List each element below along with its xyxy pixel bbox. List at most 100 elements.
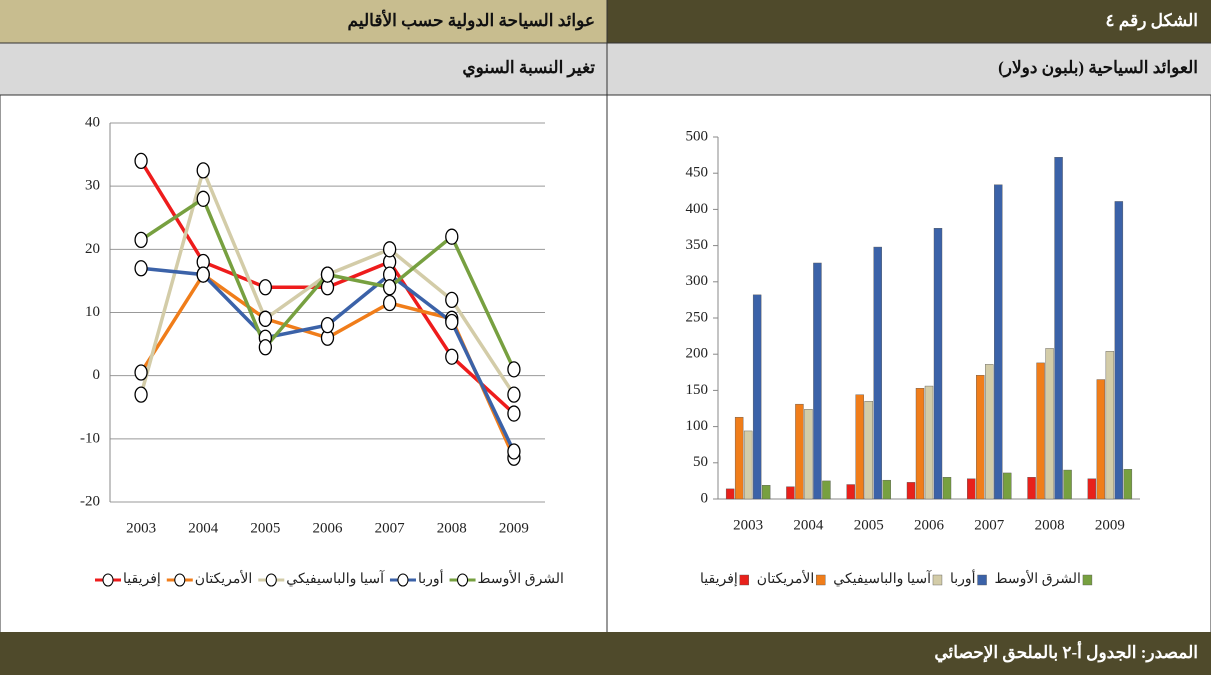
bar	[915, 388, 925, 500]
bar	[873, 246, 882, 500]
bar	[924, 385, 934, 500]
x-tick-label: 2006	[914, 517, 945, 533]
bar	[1054, 157, 1063, 500]
bar	[734, 416, 744, 500]
x-tick-label: 2007	[974, 517, 1005, 533]
bar	[942, 477, 952, 500]
y-tick-label: 300	[686, 273, 709, 289]
marker	[134, 364, 148, 381]
marker	[134, 386, 148, 403]
bar	[804, 409, 813, 500]
legend-label: آسيا والباسيفيكي	[833, 569, 932, 587]
marker	[507, 405, 521, 422]
legend-marker	[174, 573, 186, 587]
bar	[864, 401, 873, 500]
bar	[985, 364, 994, 500]
bar	[813, 262, 822, 500]
y-tick-label: 500	[686, 128, 709, 144]
legend-label: إفريقيا	[123, 572, 161, 587]
header-cell	[607, 0, 1211, 43]
bar	[1045, 348, 1054, 500]
legend-label: الأمريكتان	[195, 569, 253, 587]
y-tick-label: 450	[686, 165, 709, 181]
chart-title: العوائد السياحية (بلبون دولار)	[998, 58, 1198, 78]
x-tick-label: 2007	[375, 520, 406, 536]
y-tick-label: -10	[80, 430, 100, 446]
x-tick-label: 2006	[313, 520, 344, 536]
legend-swatch	[932, 574, 943, 586]
legend-label: إفريقيا	[700, 572, 738, 587]
x-tick-label: 2005	[250, 520, 280, 536]
y-tick-label: 50	[693, 454, 708, 470]
bar	[795, 403, 804, 500]
legend-swatch	[1082, 574, 1093, 586]
marker	[382, 241, 397, 258]
legend-swatch	[739, 574, 749, 586]
x-tick-label: 2004	[188, 520, 219, 536]
x-tick-label: 2004	[793, 517, 824, 533]
y-tick-label: 350	[686, 237, 709, 253]
y-tick-label: 400	[686, 201, 709, 217]
legend-label: الشرق الأوسط	[995, 569, 1081, 587]
marker	[196, 162, 210, 179]
bar	[743, 430, 753, 500]
footer	[0, 632, 1211, 675]
marker	[445, 291, 459, 309]
marker	[258, 279, 273, 296]
bar	[976, 374, 985, 500]
x-tick-label: 2009	[1095, 517, 1125, 533]
marker	[134, 231, 148, 249]
marker	[134, 260, 148, 277]
legend-label: آسيا والباسيفيكي	[286, 569, 385, 587]
header-cell	[0, 0, 607, 43]
bar	[1123, 469, 1133, 500]
bar	[846, 484, 855, 500]
marker	[196, 190, 210, 207]
bar	[1087, 478, 1097, 500]
source: المصدر: الجدول أ-٢ بالملحق الإحصائي	[934, 640, 1198, 663]
bar	[882, 479, 891, 500]
figure-number: الشكل رقم ٤	[1105, 11, 1198, 31]
marker	[507, 361, 521, 378]
marker	[382, 279, 397, 296]
marker	[445, 313, 459, 331]
marker	[507, 443, 521, 460]
legend-marker	[457, 573, 469, 587]
marker	[382, 294, 397, 312]
x-tick-label: 2003	[126, 520, 156, 536]
legend-label: الأمريكتان	[757, 569, 815, 587]
y-tick-label: 10	[85, 304, 100, 320]
bar	[752, 294, 762, 500]
legend-marker	[397, 573, 409, 587]
legend-label: أوربا	[950, 568, 976, 587]
marker	[507, 386, 521, 403]
legend-label: الشرق الأوسط	[478, 569, 564, 587]
bar	[994, 184, 1003, 500]
marker	[258, 339, 273, 356]
marker	[320, 316, 335, 334]
y-tick-label: 0	[93, 367, 101, 383]
y-tick-label: 100	[686, 418, 709, 434]
legend-marker	[102, 573, 114, 587]
bar	[855, 394, 864, 500]
x-tick-label: 2005	[854, 517, 884, 533]
x-tick-label: 2009	[499, 520, 529, 536]
bar	[1036, 362, 1045, 500]
legend-label: أوربا	[418, 568, 444, 587]
y-tick-label: 250	[686, 309, 709, 325]
bar	[906, 482, 916, 500]
x-tick-label: 2003	[733, 517, 763, 533]
legend-swatch	[977, 574, 987, 586]
y-tick-label: 200	[686, 346, 709, 362]
bar	[1027, 477, 1036, 500]
marker	[445, 348, 459, 365]
marker	[445, 228, 459, 245]
bar	[822, 480, 831, 500]
x-tick-label: 2008	[1035, 517, 1065, 533]
y-tick-label: 40	[85, 114, 100, 130]
y-tick-label: -20	[80, 493, 100, 509]
y-tick-label: 150	[686, 382, 709, 398]
y-tick-label: 20	[85, 241, 100, 257]
